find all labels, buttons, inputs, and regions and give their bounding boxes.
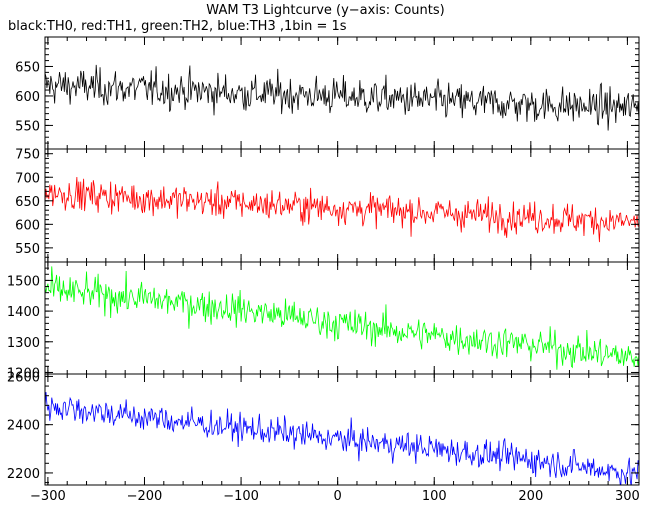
y-tick-label: 1400 bbox=[7, 305, 40, 320]
y-tick-label: 1300 bbox=[7, 336, 40, 351]
y-tick-label: 2600 bbox=[7, 370, 40, 385]
panel-frame-th3 bbox=[44, 373, 640, 486]
x-tick-label: −300 bbox=[30, 489, 66, 504]
x-tick-label: 0 bbox=[334, 489, 342, 504]
x-tick-label: −200 bbox=[127, 489, 163, 504]
y-tick-label: 650 bbox=[15, 195, 40, 210]
series-line-th1 bbox=[45, 177, 639, 243]
y-tick-label: 600 bbox=[15, 218, 40, 233]
chart-title: WAM T3 Lightcurve (y−axis: Counts) bbox=[206, 3, 445, 18]
chart-subtitle: black:TH0, red:TH1, green:TH2, blue:TH3 … bbox=[8, 19, 347, 34]
y-tick-label: 700 bbox=[15, 171, 40, 186]
y-tick-label: 550 bbox=[15, 119, 40, 134]
x-tick-label: 200 bbox=[518, 489, 543, 504]
x-tick-label: 100 bbox=[422, 489, 447, 504]
x-tick-label: 300 bbox=[615, 489, 640, 504]
y-tick-label: 550 bbox=[15, 242, 40, 257]
y-tick-label: 1200 bbox=[7, 366, 40, 381]
y-tick-label: 2400 bbox=[7, 419, 40, 434]
panel-frame-th1 bbox=[44, 148, 640, 263]
y-tick-label: 650 bbox=[15, 60, 40, 75]
y-tick-label: 600 bbox=[15, 90, 40, 105]
y-tick-label: 1500 bbox=[7, 274, 40, 289]
y-tick-label: 2200 bbox=[7, 467, 40, 482]
x-tick-label: −100 bbox=[223, 489, 259, 504]
panel-frame-th2 bbox=[44, 261, 640, 375]
y-tick-label: 750 bbox=[15, 148, 40, 163]
series-line-th0 bbox=[45, 64, 639, 131]
series-line-th3 bbox=[45, 392, 639, 485]
series-line-th2 bbox=[45, 266, 639, 370]
